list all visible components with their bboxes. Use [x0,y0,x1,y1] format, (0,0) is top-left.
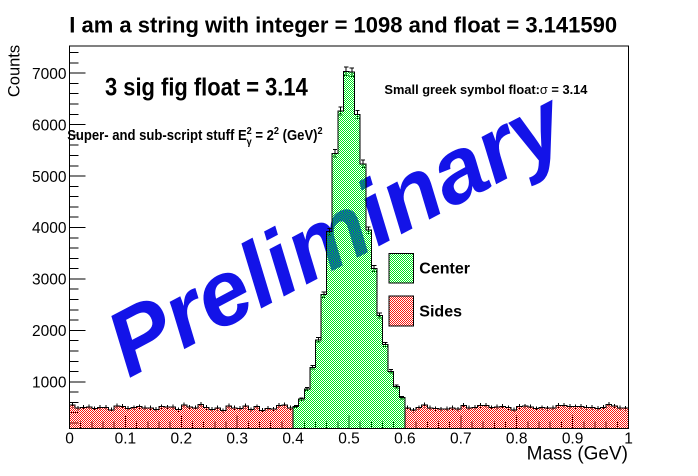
svg-text:0.8: 0.8 [506,430,528,447]
svg-text:0: 0 [65,430,74,447]
svg-text:5000: 5000 [32,169,67,186]
svg-text:7000: 7000 [32,66,67,83]
svg-text:Mass (GeV): Mass (GeV) [527,444,628,465]
svg-text:Counts: Counts [6,45,24,97]
svg-text:Super- and sub-script stuff E2: Super- and sub-script stuff E2 γ = 22 (Ge… [67,125,323,148]
svg-text:3000: 3000 [32,272,67,289]
svg-text:0.2: 0.2 [171,430,193,447]
svg-text:0.4: 0.4 [282,430,304,447]
svg-text:0.6: 0.6 [394,430,416,447]
svg-text:0.7: 0.7 [450,430,472,447]
svg-text:0.3: 0.3 [226,430,248,447]
svg-text:0.1: 0.1 [115,430,137,447]
svg-text:3 sig fig float = 3.14: 3 sig fig float = 3.14 [105,73,308,101]
svg-text:Sides: Sides [419,303,462,320]
svg-text:6000: 6000 [32,117,67,134]
svg-text:1: 1 [624,430,633,447]
svg-text:2000: 2000 [32,323,67,340]
svg-text:0.5: 0.5 [338,430,360,447]
svg-text:Small greek symbol float:σ = 3: Small greek symbol float:σ = 3.14 [384,82,588,97]
svg-text:4000: 4000 [32,220,67,237]
svg-text:0.9: 0.9 [562,430,584,447]
svg-text:Center: Center [419,261,470,278]
svg-text:I am a string with integer = 1: I am a string with integer = 1098 and fl… [69,13,617,38]
svg-text:1000: 1000 [32,375,67,392]
